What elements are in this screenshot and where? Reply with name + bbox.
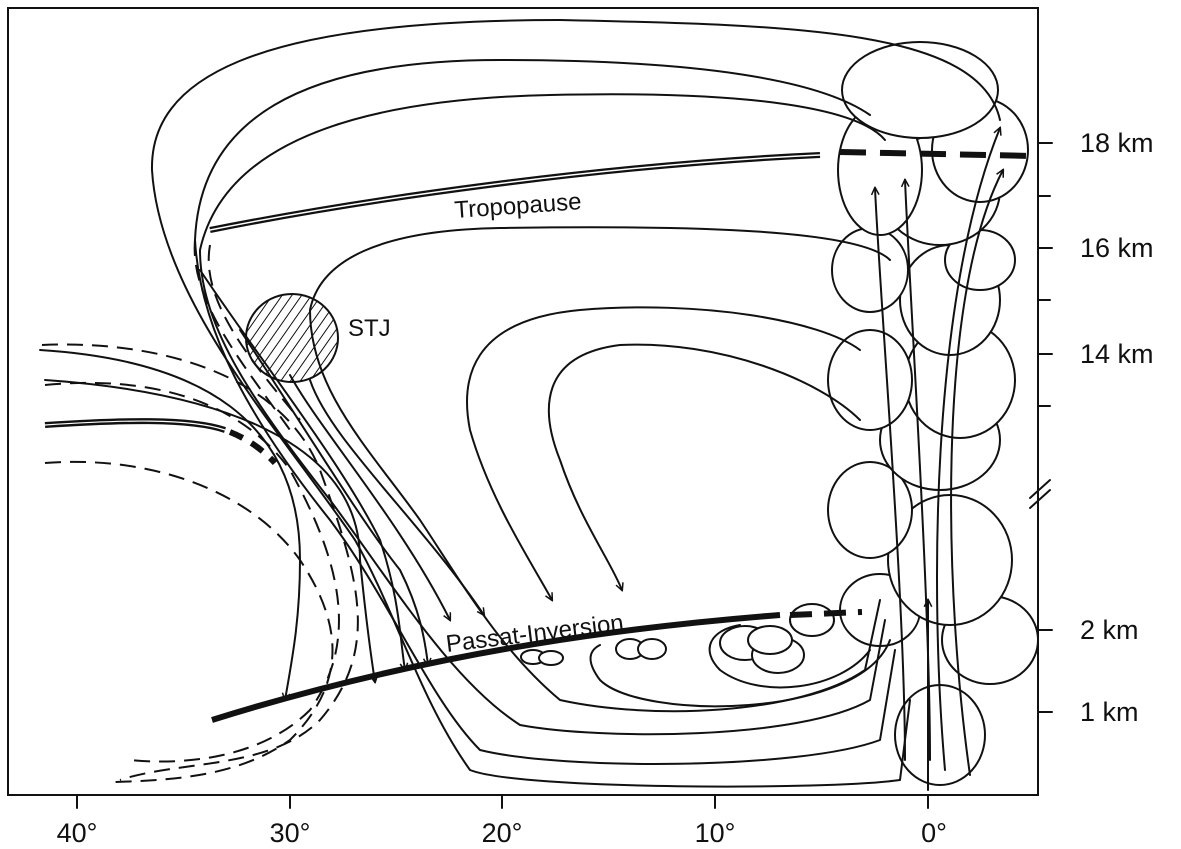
hadley-streamlines [150, 19, 1001, 788]
y-tick-label: 18 km [1080, 128, 1154, 158]
stj-label: STJ [348, 315, 391, 342]
x-tick-label: 20° [482, 818, 523, 848]
tropopause-label: Tropopause [454, 188, 583, 224]
updraft-streamlines [875, 128, 1003, 791]
extratropical-tropopause-line [44, 418, 278, 466]
trade-inversion-line [211, 609, 863, 723]
y-tick-label: 2 km [1080, 615, 1139, 645]
y-tick-label: 14 km [1080, 339, 1154, 369]
x-tick-label: 10° [695, 818, 736, 848]
y-axis-ticks [1037, 142, 1053, 713]
axis-break-icon [1029, 479, 1051, 509]
x-axis-ticks [76, 794, 929, 809]
low-clouds [520, 603, 835, 674]
x-tick-label: 40° [57, 818, 98, 848]
x-tick-label: 30° [270, 818, 311, 848]
plot-frame [7, 7, 1039, 796]
tropopause-line [209, 149, 1036, 233]
subtropical-jet [245, 293, 339, 383]
convection-cloud-tower [827, 41, 1039, 786]
dashed-boundaries [41, 239, 359, 783]
y-tick-label: 1 km [1080, 697, 1139, 727]
x-tick-label: 0° [921, 818, 947, 848]
y-tick-label: 16 km [1080, 233, 1154, 263]
